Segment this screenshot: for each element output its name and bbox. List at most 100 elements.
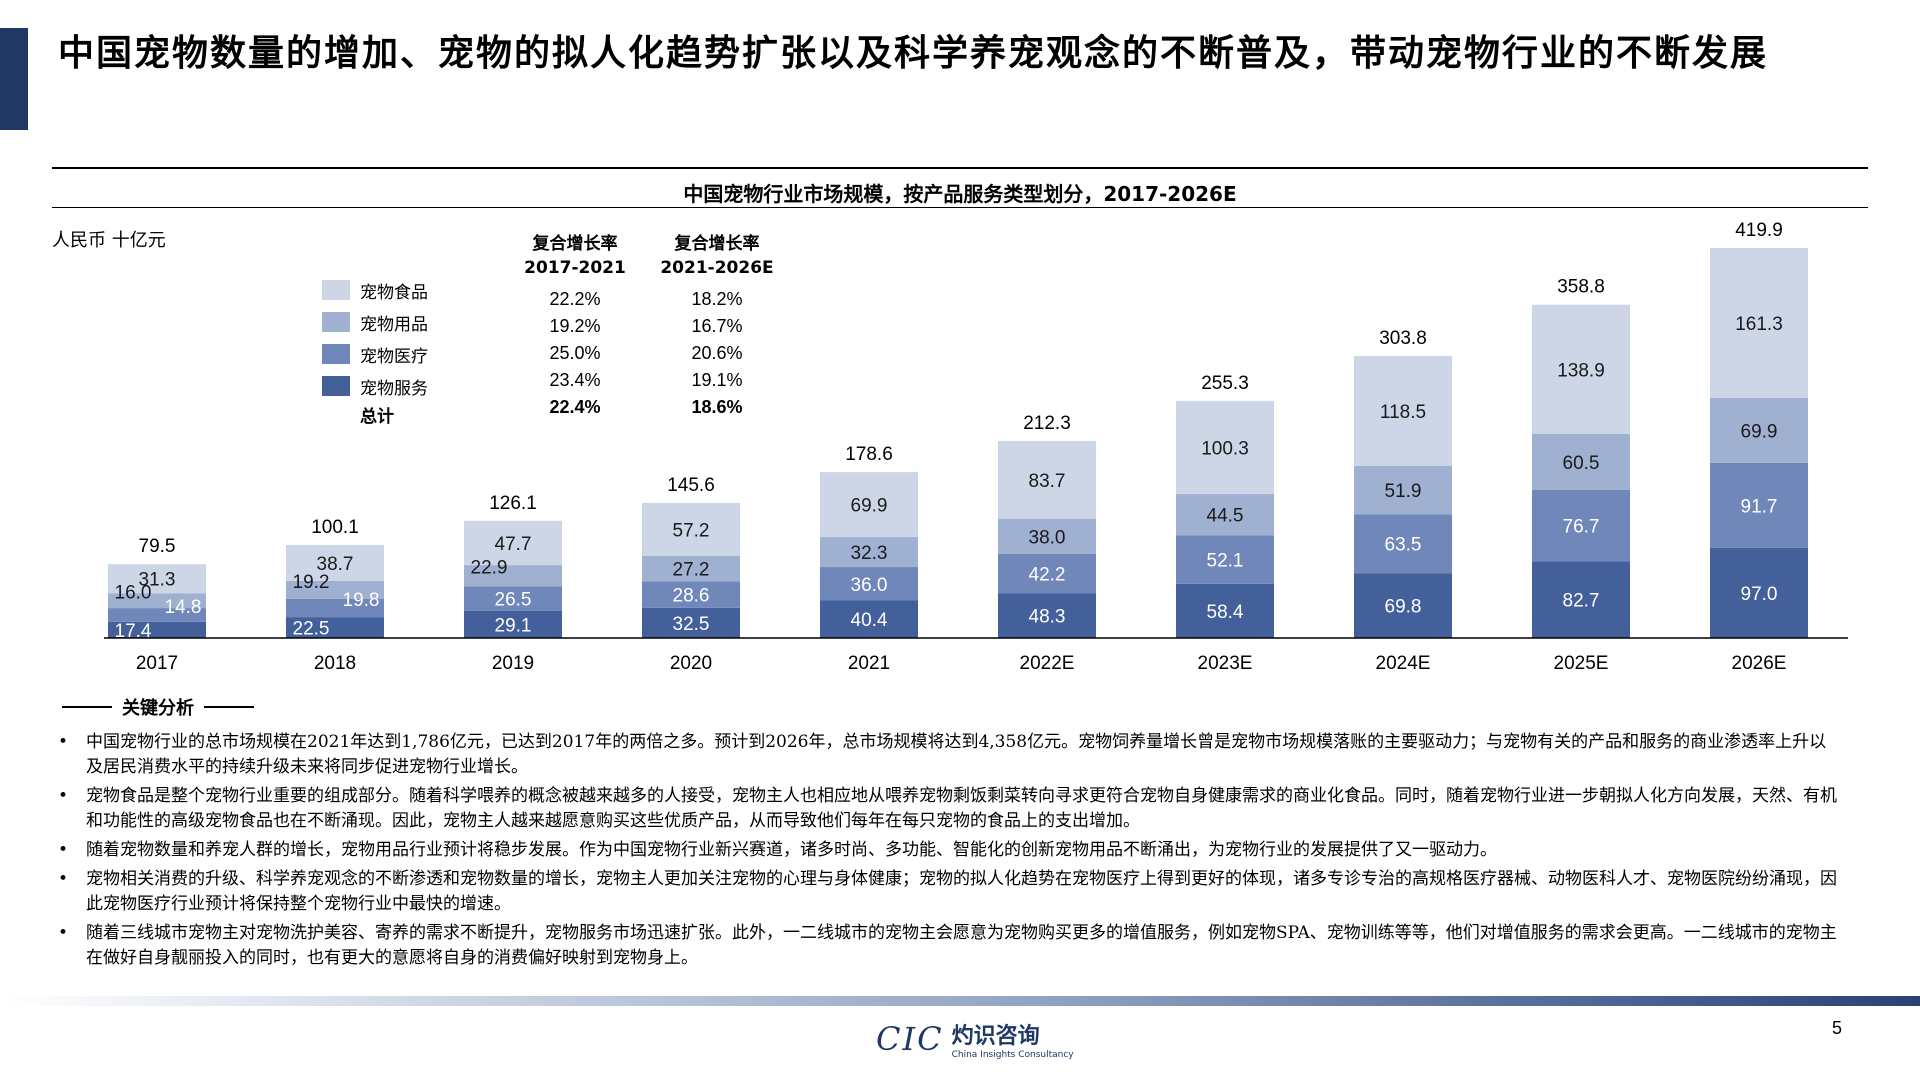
segment-label: 91.7: [1741, 496, 1778, 517]
cagr-value: 23.4%: [549, 370, 601, 390]
legend-swatch: [322, 280, 350, 300]
category-label: 2021: [848, 653, 890, 674]
segment-label: 36.0: [851, 575, 888, 596]
segment-label: 48.3: [1029, 607, 1066, 628]
category-label: 2018: [314, 653, 356, 674]
segment-label: 51.9: [1385, 481, 1422, 502]
legend-swatch: [322, 344, 350, 364]
category-label: 2017: [136, 653, 178, 674]
category-label: 2024E: [1376, 653, 1431, 674]
bar-segment: [1176, 400, 1274, 495]
segment-label: 32.3: [851, 543, 888, 564]
bar-segment: [998, 440, 1096, 519]
category-label: 2022E: [1020, 653, 1075, 674]
cagr-column-2017-2021: 复合增长率 2017-2021 22.2% 19.2% 25.0% 23.4% …: [515, 232, 635, 421]
total-label: 100.1: [311, 517, 359, 538]
category-label: 2025E: [1554, 653, 1609, 674]
cagr-column-2021-2026: 复合增长率 2021-2026E 18.2% 16.7% 20.6% 19.1%…: [652, 232, 782, 421]
bar-segment: [1710, 547, 1808, 638]
segment-label: 44.5: [1207, 506, 1244, 527]
segment-label: 38.0: [1029, 527, 1066, 548]
cagr-value: 25.0%: [549, 343, 601, 363]
segment-label: 22.5: [293, 619, 330, 640]
segment-label: 69.9: [851, 496, 888, 517]
total-label: 126.1: [489, 493, 537, 514]
bar-segment: [108, 621, 206, 638]
segment-label: 58.4: [1207, 602, 1244, 623]
bar-segment: [998, 593, 1096, 638]
bar-segment: [1354, 465, 1452, 515]
segment-label: 83.7: [1029, 471, 1066, 492]
bar-segment: [642, 502, 740, 556]
chart-title: 中国宠物行业市场规模，按产品服务类型划分，2017-2026E: [683, 182, 1237, 206]
cagr-value: 16.7%: [691, 316, 743, 336]
bar-segment: [1532, 489, 1630, 562]
chart-legend: 宠物食品 宠物用品 宠物医疗 宠物服务 总计: [322, 274, 428, 428]
bar-segment: [1532, 561, 1630, 638]
cagr-value: 19.1%: [691, 370, 743, 390]
segment-label: 97.0: [1741, 584, 1778, 605]
logo-mark: CIC: [876, 1020, 944, 1058]
bar-segment: [464, 520, 562, 566]
bar-segment: [464, 586, 562, 611]
legend-item-services: 宠物服务: [322, 370, 428, 402]
key-analysis-section: 关键分析 中国宠物行业的总市场规模在2021年达到1,786亿元，已达到2017…: [52, 694, 1842, 975]
category-label: 2023E: [1198, 653, 1253, 674]
segment-label: 52.1: [1207, 551, 1244, 572]
stacked-bar-chart: 17.4 14.8 16.031.3 79.5 2017 22.5 19.8 19.238.7…: [104, 220, 1848, 674]
cagr-value: 18.2%: [691, 289, 743, 309]
bar-segment: [820, 567, 918, 601]
legend-item-medical: 宠物医疗: [322, 338, 428, 370]
logo-text: 灼识咨询 China Insights Consultancy: [952, 1018, 1074, 1060]
cagr-header: 复合增长率: [532, 234, 618, 254]
bar-segment: [1176, 583, 1274, 638]
bar-segment: [108, 608, 206, 622]
chart-unit-label: 人民币 十亿元: [52, 230, 166, 251]
segment-label: 19.8: [343, 590, 380, 611]
bar-segment: [1354, 514, 1452, 574]
total-label: 255.3: [1201, 373, 1249, 394]
segment-label: 16.0: [115, 583, 152, 604]
bar-segment: [286, 580, 384, 599]
bar-segment: [464, 610, 562, 638]
analysis-bullet: 宠物相关消费的升级、科学养宠观念的不断渗透和宠物数量的增长，宠物主人更加关注宠物…: [52, 867, 1842, 917]
bar-segment: [464, 565, 562, 587]
bar-segment: [1354, 573, 1452, 638]
cagr-value: 19.2%: [549, 316, 601, 336]
segment-label: 26.5: [495, 590, 532, 611]
analysis-bullet-list: 中国宠物行业的总市场规模在2021年达到1,786亿元，已达到2017年的两倍之…: [52, 730, 1842, 971]
bar-segment: [286, 544, 384, 581]
chart-title-rule: [52, 207, 1868, 208]
bar-segment: [1176, 494, 1274, 536]
cagr-header: 复合增长率: [674, 234, 760, 254]
segment-label: 14.8: [165, 597, 202, 618]
segment-label: 32.5: [673, 614, 710, 635]
footer-gradient-band: [0, 996, 1920, 1006]
segment-label: 47.7: [495, 534, 532, 555]
bar-segment: [642, 581, 740, 608]
bar-segment: [1532, 433, 1630, 490]
segment-label: 60.5: [1563, 453, 1600, 474]
segment-label: 42.2: [1029, 565, 1066, 586]
total-label: 303.8: [1379, 328, 1427, 349]
cagr-total: 18.6%: [691, 397, 743, 417]
segment-label: 69.8: [1385, 597, 1422, 618]
segment-label: 118.5: [1380, 402, 1426, 423]
total-label: 358.8: [1557, 277, 1605, 298]
segment-label: 82.7: [1563, 591, 1600, 612]
company-logo: CIC 灼识咨询 China Insights Consultancy: [876, 1018, 1074, 1060]
bar-segment: [1532, 304, 1630, 434]
legend-swatch: [322, 312, 350, 332]
bar-segment: [286, 598, 384, 618]
segment-label: 76.7: [1563, 517, 1600, 538]
bar-segment: [1176, 535, 1274, 584]
analysis-bullet: 随着三线城市宠物主对宠物洗护美容、寄养的需求不断提升，宠物服务市场迅速扩张。此外…: [52, 921, 1842, 971]
bar-segment: [642, 555, 740, 582]
legend-label: 宠物医疗: [360, 346, 428, 367]
legend-item-food: 宠物食品: [322, 274, 428, 306]
segment-label: 57.2: [673, 520, 710, 541]
bar-segment: [1710, 248, 1808, 398]
cagr-value: 20.6%: [691, 343, 743, 363]
title-accent-bar: [0, 28, 28, 130]
bar-segment: [998, 553, 1096, 594]
